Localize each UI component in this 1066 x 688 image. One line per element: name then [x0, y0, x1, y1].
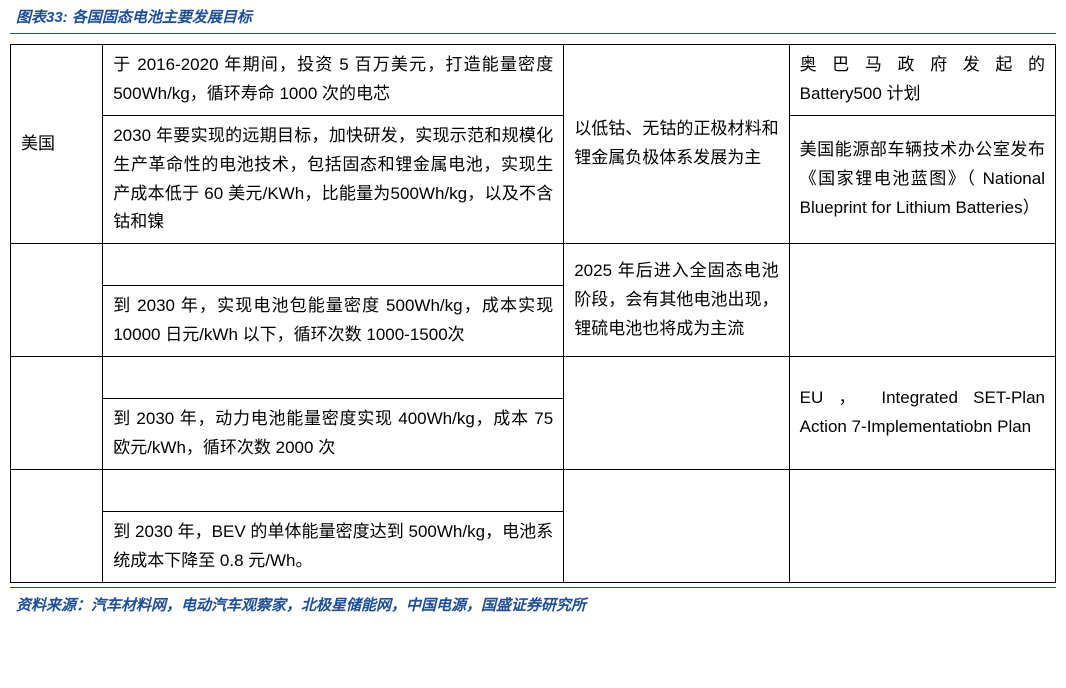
cell-eu-goal-top: [103, 357, 564, 399]
cell-country-cn: [11, 469, 103, 582]
table-row: [11, 469, 1056, 511]
us-plan1-line2: Battery500 计划: [800, 80, 1045, 109]
cell-cn-tech: [564, 469, 789, 582]
cell-jp-tech: 2025 年后进入全固态电池阶段，会有其他电池出现，锂硫电池也将成为主流: [564, 244, 789, 357]
cell-us-tech: 以低钴、无钴的正极材料和锂金属负极体系发展为主: [564, 45, 789, 244]
cell-country-jp: [11, 244, 103, 357]
cell-cn-plan: [789, 469, 1055, 582]
cell-eu-plan: EU ， Integrated SET-Plan Action 7-Implem…: [789, 357, 1055, 470]
cell-us-goal-1: 于 2016-2020 年期间，投资 5 百万美元，打造能量密度 500Wh/k…: [103, 45, 564, 116]
cell-cn-goal-bottom: 到 2030 年，BEV 的单体能量密度达到 500Wh/kg，电池系统成本下降…: [103, 511, 564, 582]
page-container: 图表33: 各国固态电池主要发展目标 美国 于 2016-2020 年期间，投资…: [0, 0, 1066, 627]
cell-eu-tech: [564, 357, 789, 470]
countries-table: 美国 于 2016-2020 年期间，投资 5 百万美元，打造能量密度 500W…: [10, 44, 1056, 583]
cell-jp-goal-bottom: 到 2030 年，实现电池包能量密度 500Wh/kg，成本实现 10000 日…: [103, 286, 564, 357]
table-row: 美国 于 2016-2020 年期间，投资 5 百万美元，打造能量密度 500W…: [11, 45, 1056, 116]
cell-jp-goal-top: [103, 244, 564, 286]
table-row: 2030 年要实现的远期目标，加快研发，实现示范和规模化生产革命性的电池技术，包…: [11, 115, 1056, 244]
cell-cn-goal-top: [103, 469, 564, 511]
cell-us-plan-2: 美国能源部车辆技术办公室发布《国家锂电池蓝图》（ National Bluepr…: [789, 115, 1055, 244]
cell-us-plan-1: 奥 巴 马 政 府 发 起 的 Battery500 计划: [789, 45, 1055, 116]
chart-title: 图表33: 各国固态电池主要发展目标: [10, 4, 1056, 34]
cell-us-goal-2: 2030 年要实现的远期目标，加快研发，实现示范和规模化生产革命性的电池技术，包…: [103, 115, 564, 244]
source-line: 资料来源：汽车材料网，电动汽车观察家，北极星储能网，中国电源，国盛证券研究所: [10, 587, 1056, 617]
table-row: 2025 年后进入全固态电池阶段，会有其他电池出现，锂硫电池也将成为主流: [11, 244, 1056, 286]
cell-country-us: 美国: [11, 45, 103, 244]
cell-jp-plan: [789, 244, 1055, 357]
cell-country-eu: [11, 357, 103, 470]
table-row: EU ， Integrated SET-Plan Action 7-Implem…: [11, 357, 1056, 399]
us-plan1-line1: 奥 巴 马 政 府 发 起 的: [800, 51, 1045, 80]
cell-eu-goal-bottom: 到 2030 年，动力电池能量密度实现 400Wh/kg，成本 75 欧元/kW…: [103, 399, 564, 470]
